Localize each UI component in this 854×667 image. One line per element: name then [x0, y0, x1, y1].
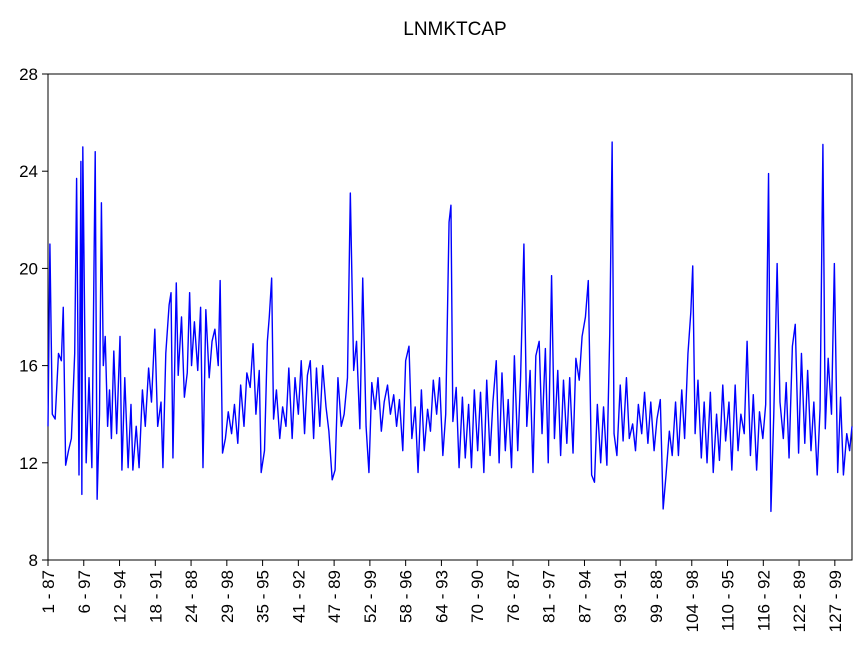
x-tick-label: 87 - 94	[575, 570, 594, 623]
x-tick-label: 81 - 97	[540, 570, 559, 623]
x-tick-label: 35 - 95	[254, 570, 273, 623]
series-line	[47, 141, 853, 513]
x-tick-label: 104 - 98	[683, 570, 702, 632]
x-tick-label: 6 - 97	[75, 570, 94, 613]
y-tick-label: 24	[19, 162, 38, 181]
x-tick-label: 24 - 88	[182, 570, 201, 623]
x-tick-label: 122 - 89	[790, 570, 809, 632]
chart-title: LNMKTCAP	[403, 19, 506, 40]
y-tick-label: 12	[19, 454, 38, 473]
x-tick-label: 58 - 96	[397, 570, 416, 623]
x-tick-label: 70 - 90	[468, 570, 487, 623]
x-tick-label: 1 - 87	[39, 570, 58, 613]
x-tick-label: 116 - 92	[754, 570, 773, 631]
y-tick-label: 28	[19, 65, 38, 84]
x-tick-label: 29 - 98	[218, 570, 237, 623]
x-tick-label: 52 - 99	[361, 570, 380, 623]
plot-frame	[47, 73, 853, 561]
y-tick-label: 16	[19, 357, 38, 376]
x-tick-label: 47 - 89	[325, 570, 344, 623]
x-tick-label: 12 - 94	[111, 570, 130, 623]
x-tick-label: 76 - 87	[504, 570, 523, 623]
x-tick-label: 93 - 91	[611, 570, 630, 623]
y-tick-label: 8	[29, 551, 38, 570]
x-tick-label: 64 - 93	[432, 570, 451, 623]
x-tick-label: 110 - 95	[719, 570, 738, 631]
x-tick-label: 41 - 92	[289, 570, 308, 623]
x-tick-label: 127 - 99	[826, 570, 845, 632]
y-tick-label: 20	[19, 259, 38, 278]
x-tick-label: 18 - 91	[146, 570, 165, 623]
x-tick-label: 99 - 88	[647, 570, 666, 623]
